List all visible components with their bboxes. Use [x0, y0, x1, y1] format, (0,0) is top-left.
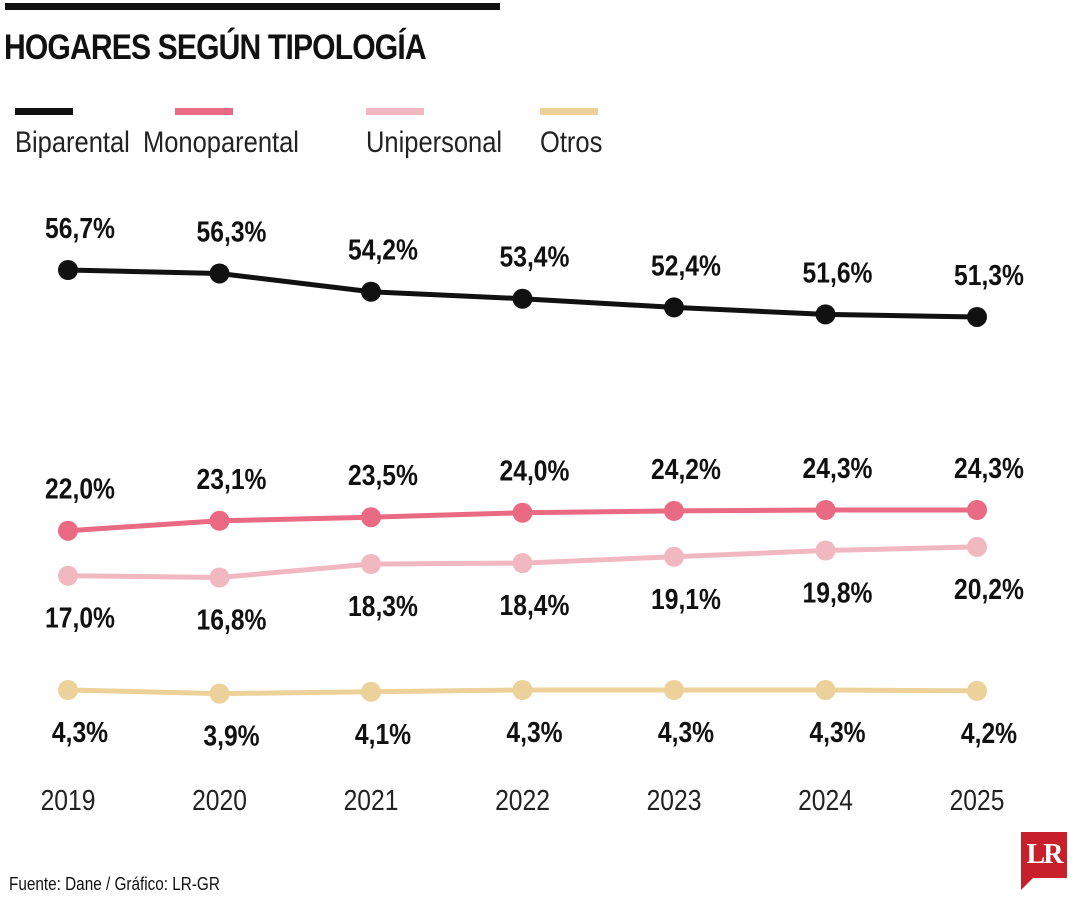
chart-title: HOGARES SEGÚN TIPOLOGÍA — [4, 28, 427, 67]
point-biparental-2024 — [815, 304, 836, 325]
data-label-biparental-2024: 51,6% — [803, 257, 873, 289]
x-tick-label-2022: 2022 — [495, 784, 550, 816]
point-unipersonal-2025 — [967, 536, 987, 557]
data-label-otros-2020: 3,9% — [203, 720, 259, 752]
point-otros-2025 — [967, 680, 987, 701]
legend-swatch-monoparental — [175, 108, 233, 115]
legend-item-otros: Otros — [540, 108, 602, 159]
point-unipersonal-2021 — [361, 554, 381, 574]
data-label-unipersonal-2025: 20,2% — [954, 573, 1024, 605]
x-tick-label-2020: 2020 — [192, 784, 247, 816]
lr-logo: LR — [1021, 832, 1067, 878]
point-unipersonal-2019 — [58, 565, 78, 586]
data-label-biparental-2020: 56,3% — [197, 216, 267, 248]
point-otros-2024 — [815, 680, 836, 700]
data-label-monoparental-2023: 24,2% — [651, 453, 721, 485]
point-unipersonal-2020 — [209, 567, 230, 588]
point-monoparental-2022 — [512, 502, 533, 523]
data-label-unipersonal-2023: 19,1% — [651, 583, 721, 615]
point-biparental-2021 — [361, 281, 381, 302]
point-monoparental-2023 — [664, 500, 684, 521]
point-otros-2022 — [512, 680, 533, 700]
point-otros-2019 — [58, 680, 78, 700]
data-label-unipersonal-2021: 18,3% — [348, 590, 418, 622]
point-otros-2021 — [361, 681, 381, 702]
legend-label-unipersonal: Unipersonal — [366, 126, 503, 159]
legend-label-monoparental: Monoparental — [143, 126, 299, 159]
data-label-otros-2019: 4,3% — [52, 716, 108, 748]
data-label-monoparental-2019: 22,0% — [45, 473, 115, 505]
point-biparental-2022 — [512, 288, 533, 309]
data-label-otros-2025: 4,2% — [961, 717, 1017, 749]
point-biparental-2025 — [967, 306, 987, 327]
point-biparental-2023 — [664, 297, 684, 318]
legend-item-unipersonal: Unipersonal — [366, 108, 502, 159]
point-otros-2023 — [664, 680, 684, 700]
point-unipersonal-2023 — [664, 546, 684, 567]
point-monoparental-2024 — [815, 500, 836, 520]
data-label-monoparental-2024: 24,3% — [803, 452, 873, 484]
point-monoparental-2020 — [209, 510, 230, 531]
data-label-unipersonal-2020: 16,8% — [197, 604, 267, 636]
data-label-otros-2022: 4,3% — [506, 716, 562, 748]
data-label-monoparental-2025: 24,3% — [954, 452, 1024, 484]
data-label-biparental-2021: 54,2% — [348, 234, 418, 266]
data-label-monoparental-2021: 23,5% — [348, 459, 418, 491]
top-rule — [5, 3, 500, 10]
point-unipersonal-2022 — [512, 553, 533, 574]
x-tick-label-2021: 2021 — [344, 784, 399, 816]
legend-label-biparental: Biparental — [15, 126, 130, 159]
legend-label-otros: Otros — [540, 126, 603, 159]
legend-swatch-biparental — [15, 108, 73, 115]
data-label-monoparental-2020: 23,1% — [197, 463, 267, 495]
data-label-unipersonal-2022: 18,4% — [500, 589, 570, 621]
point-monoparental-2025 — [967, 500, 987, 520]
source-note: Fuente: Dane / Gráfico: LR-GR — [9, 874, 220, 894]
point-monoparental-2019 — [58, 520, 78, 541]
lr-logo-tail — [1021, 878, 1033, 890]
data-label-otros-2023: 4,3% — [658, 716, 714, 748]
data-label-unipersonal-2019: 17,0% — [45, 602, 115, 634]
data-label-biparental-2022: 53,4% — [500, 241, 570, 273]
point-unipersonal-2024 — [815, 540, 836, 561]
point-otros-2020 — [209, 683, 230, 704]
data-label-biparental-2023: 52,4% — [651, 250, 721, 282]
point-biparental-2020 — [209, 263, 230, 284]
x-tick-label-2019: 2019 — [41, 784, 96, 816]
data-label-otros-2021: 4,1% — [355, 718, 411, 750]
x-tick-label-2025: 2025 — [950, 784, 1005, 816]
point-monoparental-2021 — [361, 507, 381, 528]
x-tick-label-2023: 2023 — [647, 784, 702, 816]
data-label-otros-2024: 4,3% — [809, 716, 865, 748]
data-label-biparental-2019: 56,7% — [45, 212, 115, 244]
legend-item-biparental: Biparental — [15, 108, 130, 159]
data-label-monoparental-2022: 24,0% — [500, 455, 570, 487]
point-biparental-2019 — [58, 260, 78, 280]
data-label-unipersonal-2024: 19,8% — [803, 577, 873, 609]
data-label-biparental-2025: 51,3% — [954, 259, 1024, 291]
legend-swatch-otros — [540, 108, 598, 115]
x-tick-label-2024: 2024 — [798, 784, 853, 816]
legend-swatch-unipersonal — [366, 108, 424, 115]
legend-item-monoparental: Monoparental — [143, 108, 299, 159]
